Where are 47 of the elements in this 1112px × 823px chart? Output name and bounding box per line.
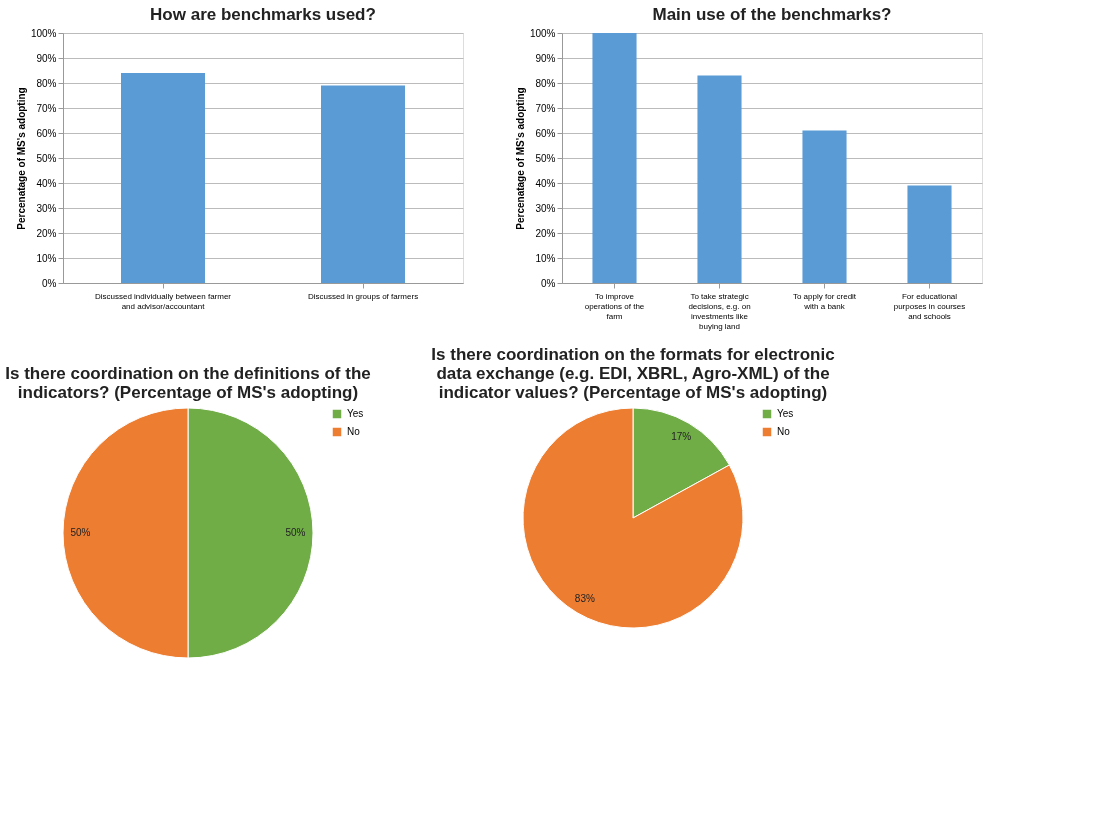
- y-tick-label: 40%: [36, 177, 57, 189]
- y-tick-label: 50%: [36, 152, 57, 164]
- x-tick-label: Discussed in groups of farmers: [307, 291, 419, 301]
- y-tick-label: 50%: [535, 152, 556, 164]
- x-tick-label: To take strategic decisions, e.g. on investments like buying land: [688, 291, 751, 331]
- bar: [802, 130, 847, 283]
- y-tick-label: 10%: [535, 252, 556, 264]
- y-axis-title: Percenatage of MS's adopting: [15, 87, 27, 230]
- data-label: 50%: [285, 527, 306, 538]
- y-tick-label: 30%: [36, 202, 57, 214]
- chart-title: Main use of the benchmarks?: [652, 5, 892, 24]
- x-tick-label: To improve operations of the farm: [584, 291, 645, 321]
- x-tick-label: For educational purposes in courses and schools: [893, 291, 966, 321]
- y-tick-label: 100%: [30, 27, 57, 39]
- y-axis-title: Percenatage of MS's adopting: [514, 87, 526, 230]
- data-label: 17%: [671, 430, 692, 442]
- y-tick-label: 0%: [42, 277, 57, 289]
- data-label: 83%: [574, 593, 595, 605]
- chart-title: Is there coordination on the definitions of the indicators? (Percentage of MS's adopting): [5, 364, 371, 402]
- x-tick-label: Discussed individually between farmer and advisor/accountant: [94, 291, 232, 311]
- y-tick-label: 40%: [535, 177, 556, 189]
- y-tick-label: 10%: [36, 252, 57, 264]
- y-tick-label: 60%: [36, 127, 57, 139]
- y-tick-label: 70%: [36, 102, 57, 114]
- y-tick-label: 80%: [36, 77, 57, 89]
- x-tick-label: To apply for credit with a bank: [792, 291, 857, 311]
- legend-label: Yes: [777, 408, 794, 419]
- legend-label: No: [347, 426, 361, 437]
- y-tick-label: 80%: [535, 77, 556, 89]
- bar: [697, 75, 742, 283]
- y-tick-label: 90%: [36, 52, 57, 64]
- chart-title: Is there coordination on the formats for electronic data exchange (e.g. EDI, XBRL, Agro-XML) of the indicator values? (Percentage of MS's adopting): [431, 345, 835, 402]
- pie-slice: [522, 407, 744, 629]
- y-tick-label: 60%: [535, 127, 556, 139]
- data-label: 50%: [70, 527, 91, 538]
- y-tick-label: 20%: [36, 227, 57, 239]
- bar: [907, 185, 952, 283]
- bar: [592, 33, 637, 283]
- chart-title: How are benchmarks used?: [150, 5, 376, 24]
- y-tick-label: 30%: [535, 202, 556, 214]
- y-tick-label: 90%: [535, 52, 556, 64]
- y-tick-label: 100%: [529, 27, 556, 39]
- legend-label: No: [777, 426, 791, 437]
- legend-label: Yes: [347, 408, 364, 419]
- y-tick-label: 0%: [541, 277, 556, 289]
- y-tick-label: 70%: [535, 102, 556, 114]
- y-tick-label: 20%: [535, 227, 556, 239]
